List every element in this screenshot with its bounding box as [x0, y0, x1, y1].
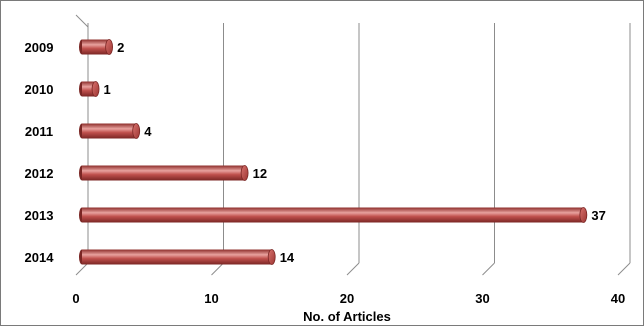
gridlines	[75, 14, 631, 276]
bar-2010	[79, 81, 100, 97]
y-category-label: 2014	[25, 250, 55, 265]
gridline-10	[211, 23, 224, 276]
y-category-label: 2012	[25, 166, 54, 181]
y-category-label: 2013	[25, 208, 54, 223]
x-tick-label: 20	[340, 291, 354, 306]
gridline-30	[482, 23, 495, 276]
data-label: 37	[591, 208, 605, 223]
bars	[79, 39, 588, 265]
gridline-40	[617, 23, 631, 276]
x-tick-label: 0	[72, 291, 79, 306]
bar-2014	[79, 249, 276, 265]
x-tick-label: 30	[475, 291, 489, 306]
bar-2012	[79, 165, 249, 181]
data-label: 12	[253, 166, 267, 181]
data-label: 4	[144, 124, 152, 139]
data-label: 14	[280, 250, 295, 265]
gridline-0	[75, 14, 89, 276]
bar-2013	[79, 207, 588, 223]
bar-2011	[79, 123, 141, 139]
y-category-label: 2009	[25, 40, 54, 55]
gridline-20	[346, 23, 360, 276]
x-tick-label: 10	[204, 291, 218, 306]
data-label: 2	[117, 40, 124, 55]
x-axis-title: No. of Articles	[303, 309, 391, 324]
bar-2009	[79, 39, 113, 55]
y-category-label: 2010	[25, 82, 54, 97]
x-tick-label: 40	[611, 291, 625, 306]
y-category-label: 2011	[25, 124, 53, 139]
labels: 0 10 20 30 40 2009 2 2010 1 2011 4 2012 12 2013 37 2014…	[25, 40, 626, 306]
data-label: 1	[104, 82, 111, 97]
